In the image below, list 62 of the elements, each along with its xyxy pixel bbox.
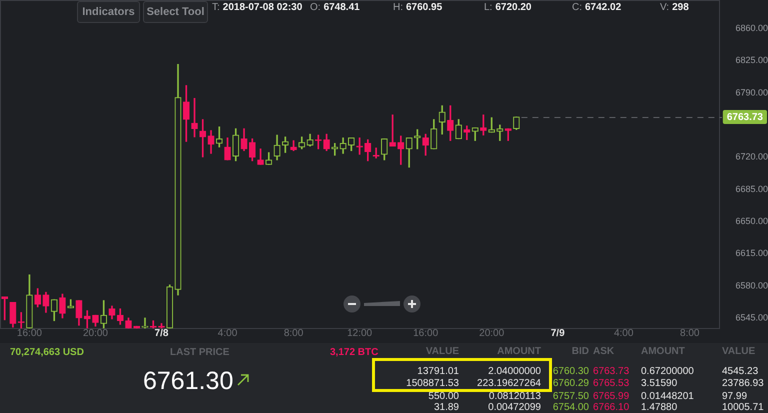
y-tick-label: 6720.00 [735, 152, 768, 162]
text: 6757.50 [552, 391, 589, 402]
y-tick-label: 6615.00 [735, 248, 768, 258]
text: 13791.01 [417, 366, 459, 377]
y-tick-label: 6685.00 [735, 184, 768, 194]
annotation: V: 298 [660, 2, 689, 13]
x-tick-label: 20:00 [479, 328, 505, 339]
text: 223.19627264 [477, 378, 541, 389]
y-tick-label: 6545.00 [735, 312, 768, 322]
text: 6760.29 [552, 378, 589, 389]
x-tick-label: 4:00 [218, 328, 238, 339]
text: 6761.30 [143, 367, 234, 395]
annotation: C: 6742.02 [572, 2, 622, 13]
text: 6765.53 [593, 378, 630, 389]
annotation: L: 6720.20 [484, 2, 532, 13]
x-tick-label: 12:00 [347, 328, 373, 339]
text: 3,172 BTC [330, 347, 378, 358]
text: AMOUNT [641, 346, 685, 357]
x-tick-label: 8:00 [680, 328, 700, 339]
text: VALUE [722, 346, 756, 357]
text: 4545.23 [722, 366, 758, 377]
text: 2.04000000 [488, 366, 541, 377]
text: 550.00 [428, 391, 459, 402]
text: 0.08120113 [488, 391, 541, 402]
text: 6765.99 [593, 391, 630, 402]
annotation: T: 2018-07-08 02:30 [212, 2, 302, 13]
text: VALUE [426, 346, 459, 357]
text: 6754.00 [552, 402, 589, 413]
text: ASK [593, 346, 614, 357]
text: 6760.30 [552, 366, 589, 377]
button[interactable] [77, 1, 140, 23]
button[interactable] [143, 1, 208, 23]
text: 97.99 [722, 391, 748, 402]
text: 0.01448201 [641, 391, 694, 402]
y-tick-label: 6650.00 [735, 216, 768, 226]
candlestick [191, 98, 198, 138]
text: 23786.93 [722, 378, 764, 389]
text: 10005.71 [722, 402, 764, 413]
text: LAST PRICE [170, 347, 230, 358]
x-tick-label: 16:00 [413, 328, 439, 339]
y-tick-label: 6825.00 [735, 55, 768, 66]
text: 6766.10 [593, 402, 630, 413]
x-tick-label: 8:00 [284, 328, 304, 339]
x-tick-label: 20:00 [82, 328, 108, 339]
text: 3.51590 [641, 378, 678, 389]
y-tick-label: 6580.00 [735, 280, 768, 290]
text: BID [572, 346, 589, 357]
x-tick-label: 16:00 [16, 328, 42, 339]
text: 31.89 [434, 402, 459, 413]
text: 1508871.53 [406, 378, 459, 389]
y-tick-label: 6790.00 [735, 87, 768, 98]
text: 70,274,663 USD [10, 347, 84, 358]
annotation: H: 6760.95 [393, 2, 442, 13]
text: 0.67200000 [641, 366, 694, 377]
text: 0.00472099 [488, 402, 541, 413]
text: 1.47880 [641, 402, 678, 413]
y-tick-label: 6860.00 [735, 22, 768, 33]
ref-line-label: 6763.73 [726, 112, 764, 124]
text: AMOUNT [497, 346, 541, 357]
x-tick-label: 4:00 [614, 328, 634, 339]
annotation: O: 6748.41 [310, 2, 360, 13]
text: 6763.73 [593, 366, 630, 377]
